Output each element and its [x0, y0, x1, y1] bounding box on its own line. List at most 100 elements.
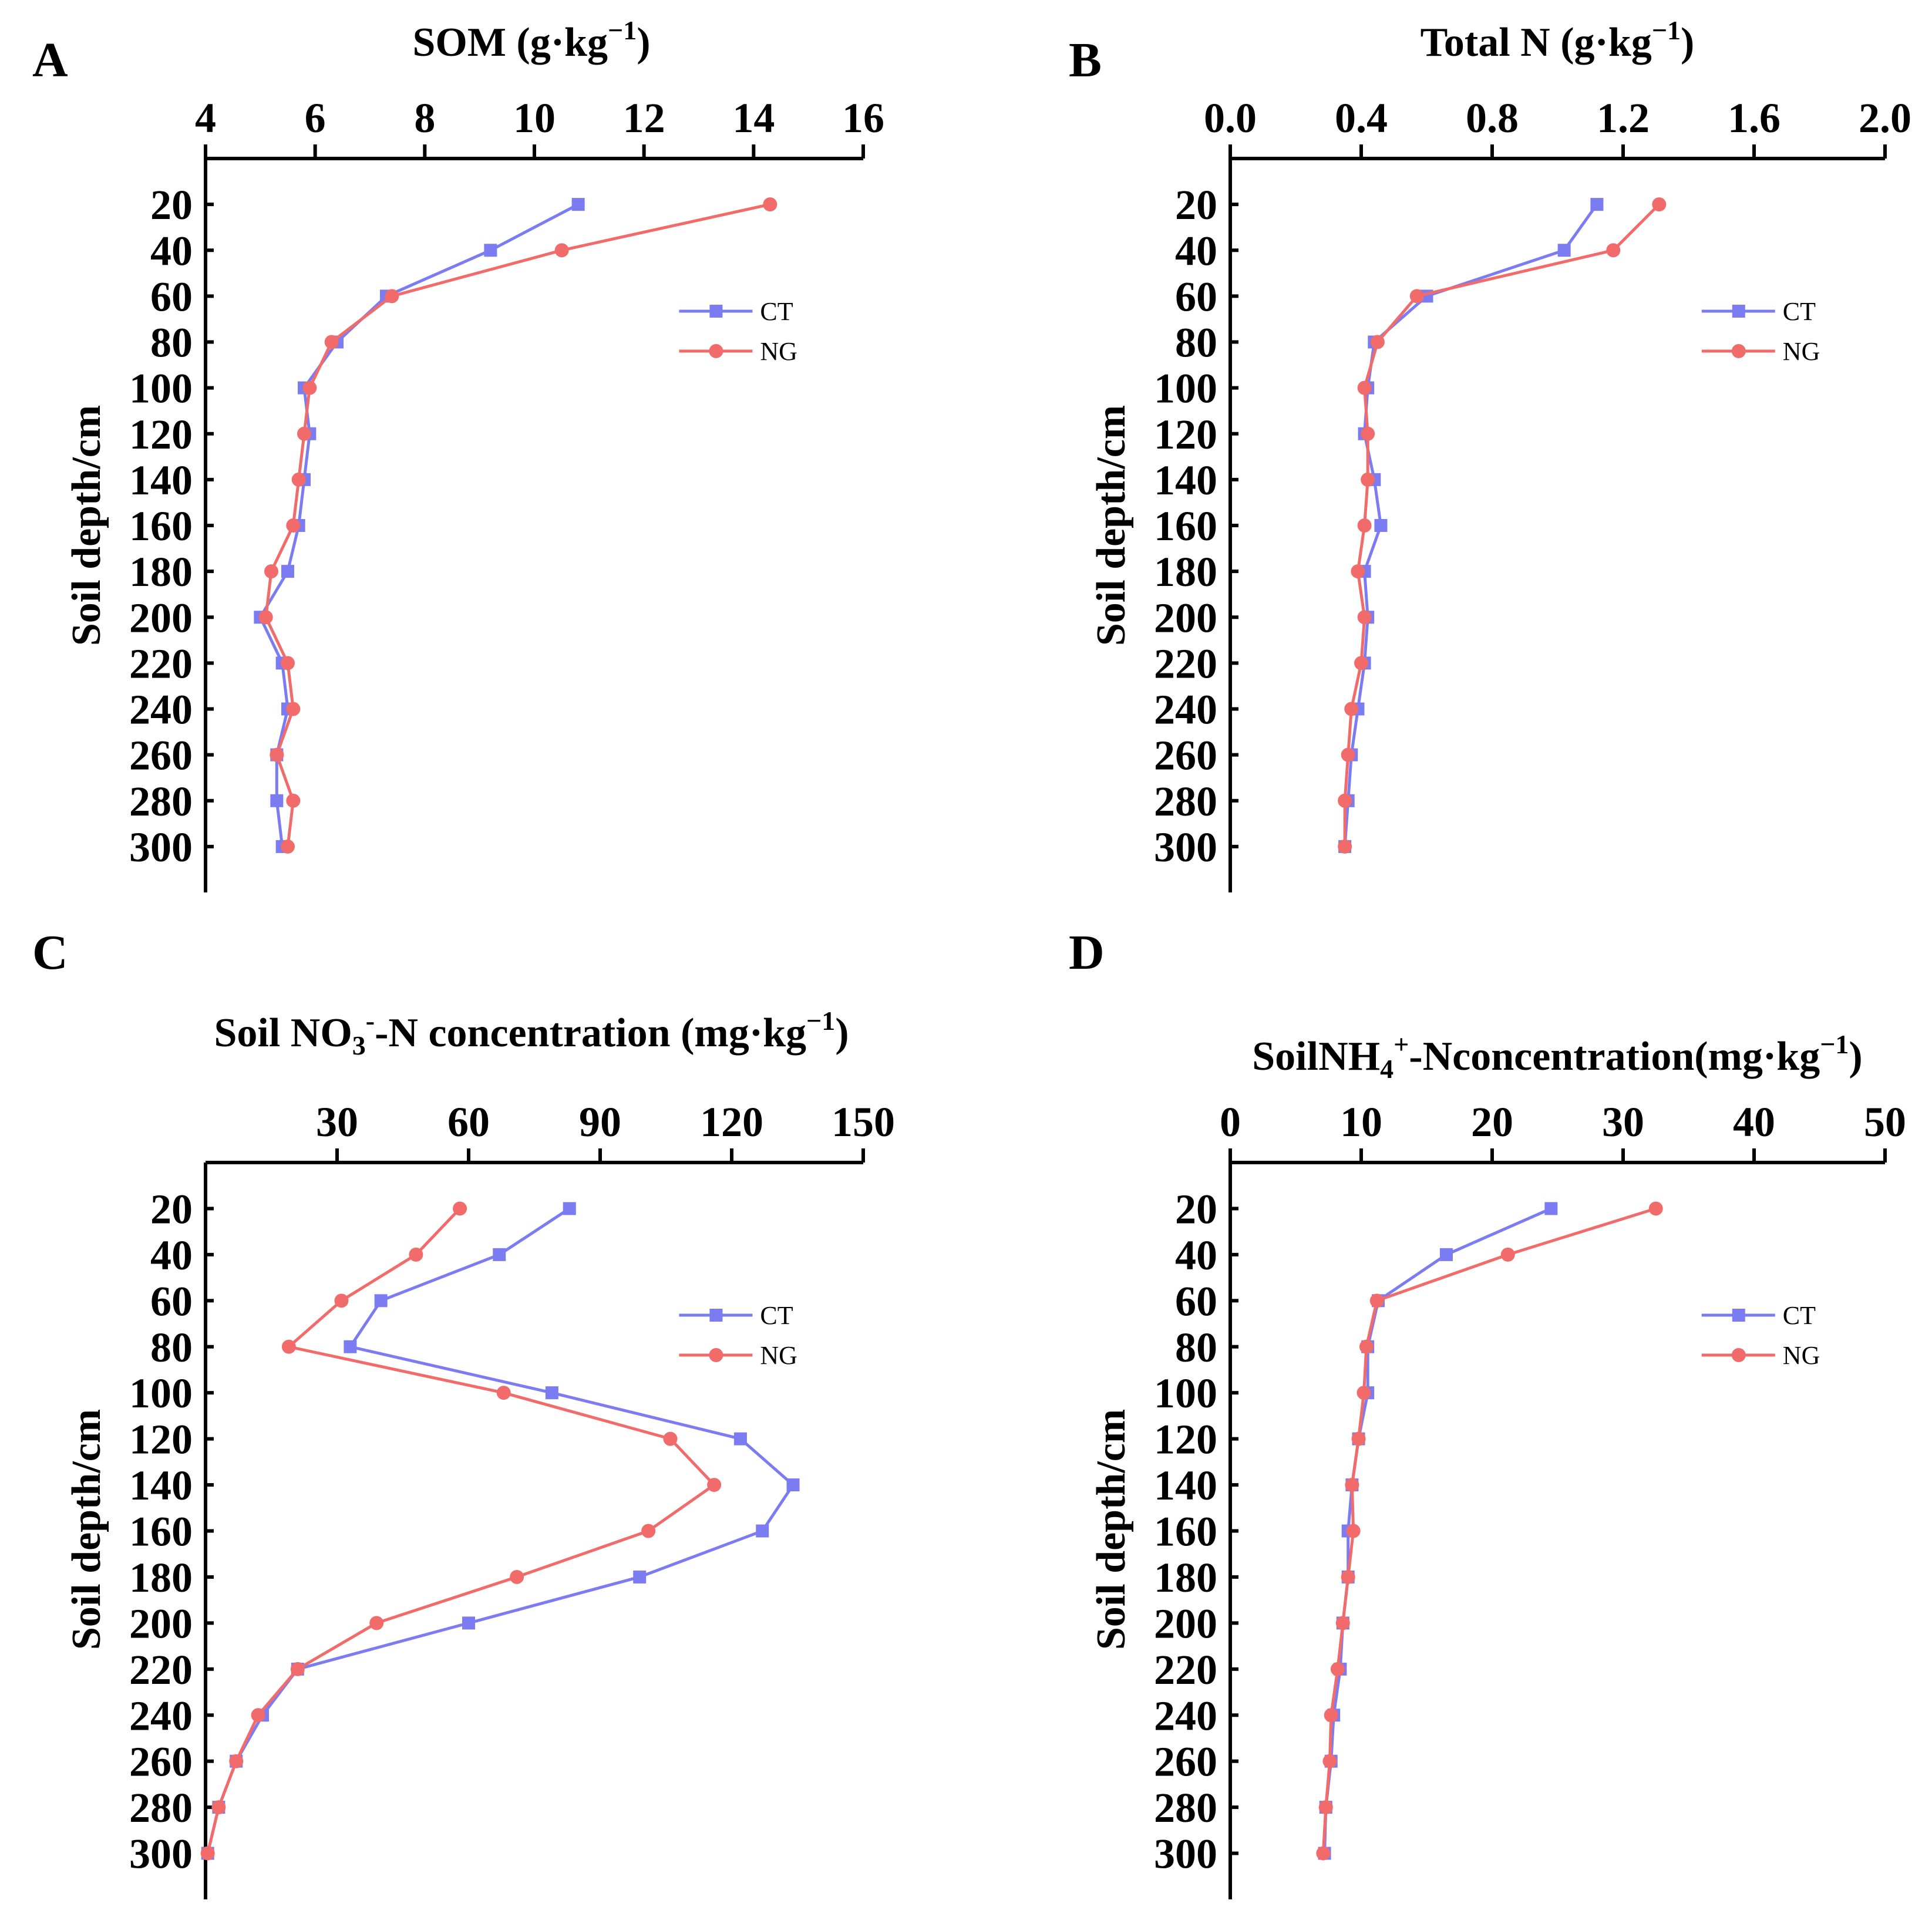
point-ng-20	[453, 1201, 467, 1216]
point-ng-100	[496, 1386, 511, 1400]
x-tick-label: 14	[732, 95, 775, 141]
title-sup: −1	[1652, 15, 1681, 45]
point-ng-120	[297, 426, 311, 441]
y-tick-label: 60	[1175, 273, 1217, 320]
y-tick-label: 260	[129, 1738, 193, 1785]
x-tick-label: 12	[623, 95, 665, 141]
title-pre: SoilNH	[1252, 1034, 1380, 1079]
legend-label: NG	[760, 337, 797, 366]
legend-item-ng: NG	[1701, 337, 1820, 366]
x-tick-label: 8	[414, 95, 435, 141]
panel-letter: C	[32, 925, 68, 980]
x-tick-label: 10	[1340, 1099, 1382, 1145]
title-main: Total N (g·kg	[1421, 20, 1652, 65]
point-ct-40	[484, 244, 497, 257]
point-ng-180	[510, 1569, 524, 1584]
x-tick-label: 60	[447, 1099, 490, 1145]
y-tick-label: 220	[129, 640, 193, 687]
y-tick-label: 200	[1154, 594, 1217, 641]
legend-label: NG	[1783, 337, 1820, 366]
point-ng-80	[324, 335, 339, 349]
point-ng-40	[1606, 243, 1621, 258]
legend-marker	[709, 305, 723, 318]
point-ng-300	[1316, 1846, 1331, 1861]
point-ng-160	[286, 518, 301, 533]
point-ng-120	[663, 1431, 678, 1446]
y-tick-label: 280	[129, 778, 193, 825]
y-tick-label: 180	[1154, 548, 1217, 595]
title-tail: )	[1681, 20, 1694, 65]
legend-label: CT	[760, 1301, 793, 1330]
legend-label: CT	[1783, 297, 1816, 326]
y-tick-label: 240	[129, 1692, 193, 1739]
point-ct-180	[633, 1570, 647, 1583]
point-ng-220	[290, 1662, 305, 1676]
point-ct-200	[462, 1616, 475, 1630]
y-tick-label: 60	[150, 273, 193, 320]
x-tick-label: 30	[316, 1099, 358, 1145]
legend-item-ng: NG	[1701, 1341, 1820, 1370]
point-ct-20	[563, 1202, 576, 1215]
series-line-ng	[206, 1207, 716, 1854]
point-ng-60	[1409, 289, 1424, 304]
point-ng-240	[286, 702, 301, 716]
y-tick-label: 200	[129, 1600, 193, 1647]
legend-item-ng: NG	[679, 337, 797, 366]
legend-marker	[1732, 305, 1745, 318]
y-tick-label: 120	[1154, 411, 1217, 458]
point-ct-40	[1557, 244, 1571, 257]
title-post: -Nconcentration(mg·kg	[1409, 1034, 1820, 1079]
point-ng-80	[1359, 1339, 1374, 1354]
point-ct-280	[270, 794, 284, 807]
legend-label: CT	[760, 297, 793, 326]
point-ng-260	[1322, 1754, 1337, 1768]
y-tick-label: 20	[150, 1185, 193, 1232]
x-tick-label: 0.4	[1335, 95, 1388, 141]
point-ng-160	[1346, 1524, 1361, 1538]
point-ng-300	[281, 839, 295, 854]
y-tick-label: 220	[129, 1646, 193, 1693]
x-tick-label: 40	[1733, 1099, 1775, 1145]
legend-marker	[1732, 1309, 1745, 1322]
y-tick-label: 80	[150, 1324, 193, 1371]
point-ng-280	[211, 1800, 226, 1815]
point-ng-220	[281, 656, 295, 671]
title-sup2: −1	[806, 1006, 835, 1036]
legend-label: NG	[1783, 1341, 1820, 1370]
point-ng-200	[258, 610, 273, 625]
point-ct-140	[786, 1478, 800, 1492]
point-ng-240	[251, 1708, 265, 1723]
y-tick-label: 40	[1175, 227, 1217, 274]
point-ng-40	[554, 243, 569, 258]
point-ng-300	[1338, 839, 1352, 854]
series-line-ct	[258, 203, 579, 847]
y-tick-label: 180	[129, 1554, 193, 1601]
x-tick-label: 2.0	[1859, 95, 1911, 141]
x-axis-title: Total N (g·kg−1)	[1421, 15, 1695, 65]
point-ng-60	[334, 1293, 349, 1308]
title-sup2: −1	[1820, 1029, 1849, 1059]
title-sub: 4	[1380, 1054, 1394, 1084]
y-tick-label: 160	[1154, 1508, 1217, 1555]
legend-item-ng: NG	[679, 1341, 797, 1370]
point-ct-40	[493, 1248, 506, 1261]
y-tick-label: 100	[129, 1370, 193, 1417]
panel-letter: D	[1069, 925, 1105, 980]
point-ct-100	[545, 1386, 558, 1400]
y-tick-label: 80	[1175, 319, 1217, 366]
legend-item-ct: CT	[1701, 1301, 1816, 1330]
x-tick-label: 20	[1471, 1099, 1513, 1145]
point-ng-200	[369, 1616, 384, 1630]
y-tick-label: 240	[1154, 1692, 1217, 1739]
y-tick-label: 260	[1154, 1738, 1217, 1785]
point-ng-200	[1335, 1616, 1350, 1630]
point-ng-220	[1330, 1662, 1345, 1676]
series-line-ng	[264, 203, 770, 847]
y-tick-label: 160	[1154, 503, 1217, 550]
point-ng-100	[1357, 380, 1372, 395]
point-ng-20	[1648, 1201, 1663, 1216]
point-ng-240	[1344, 702, 1359, 716]
y-tick-label: 260	[129, 732, 193, 779]
y-tick-label: 40	[1175, 1232, 1217, 1279]
panel-letter: B	[1069, 33, 1102, 87]
